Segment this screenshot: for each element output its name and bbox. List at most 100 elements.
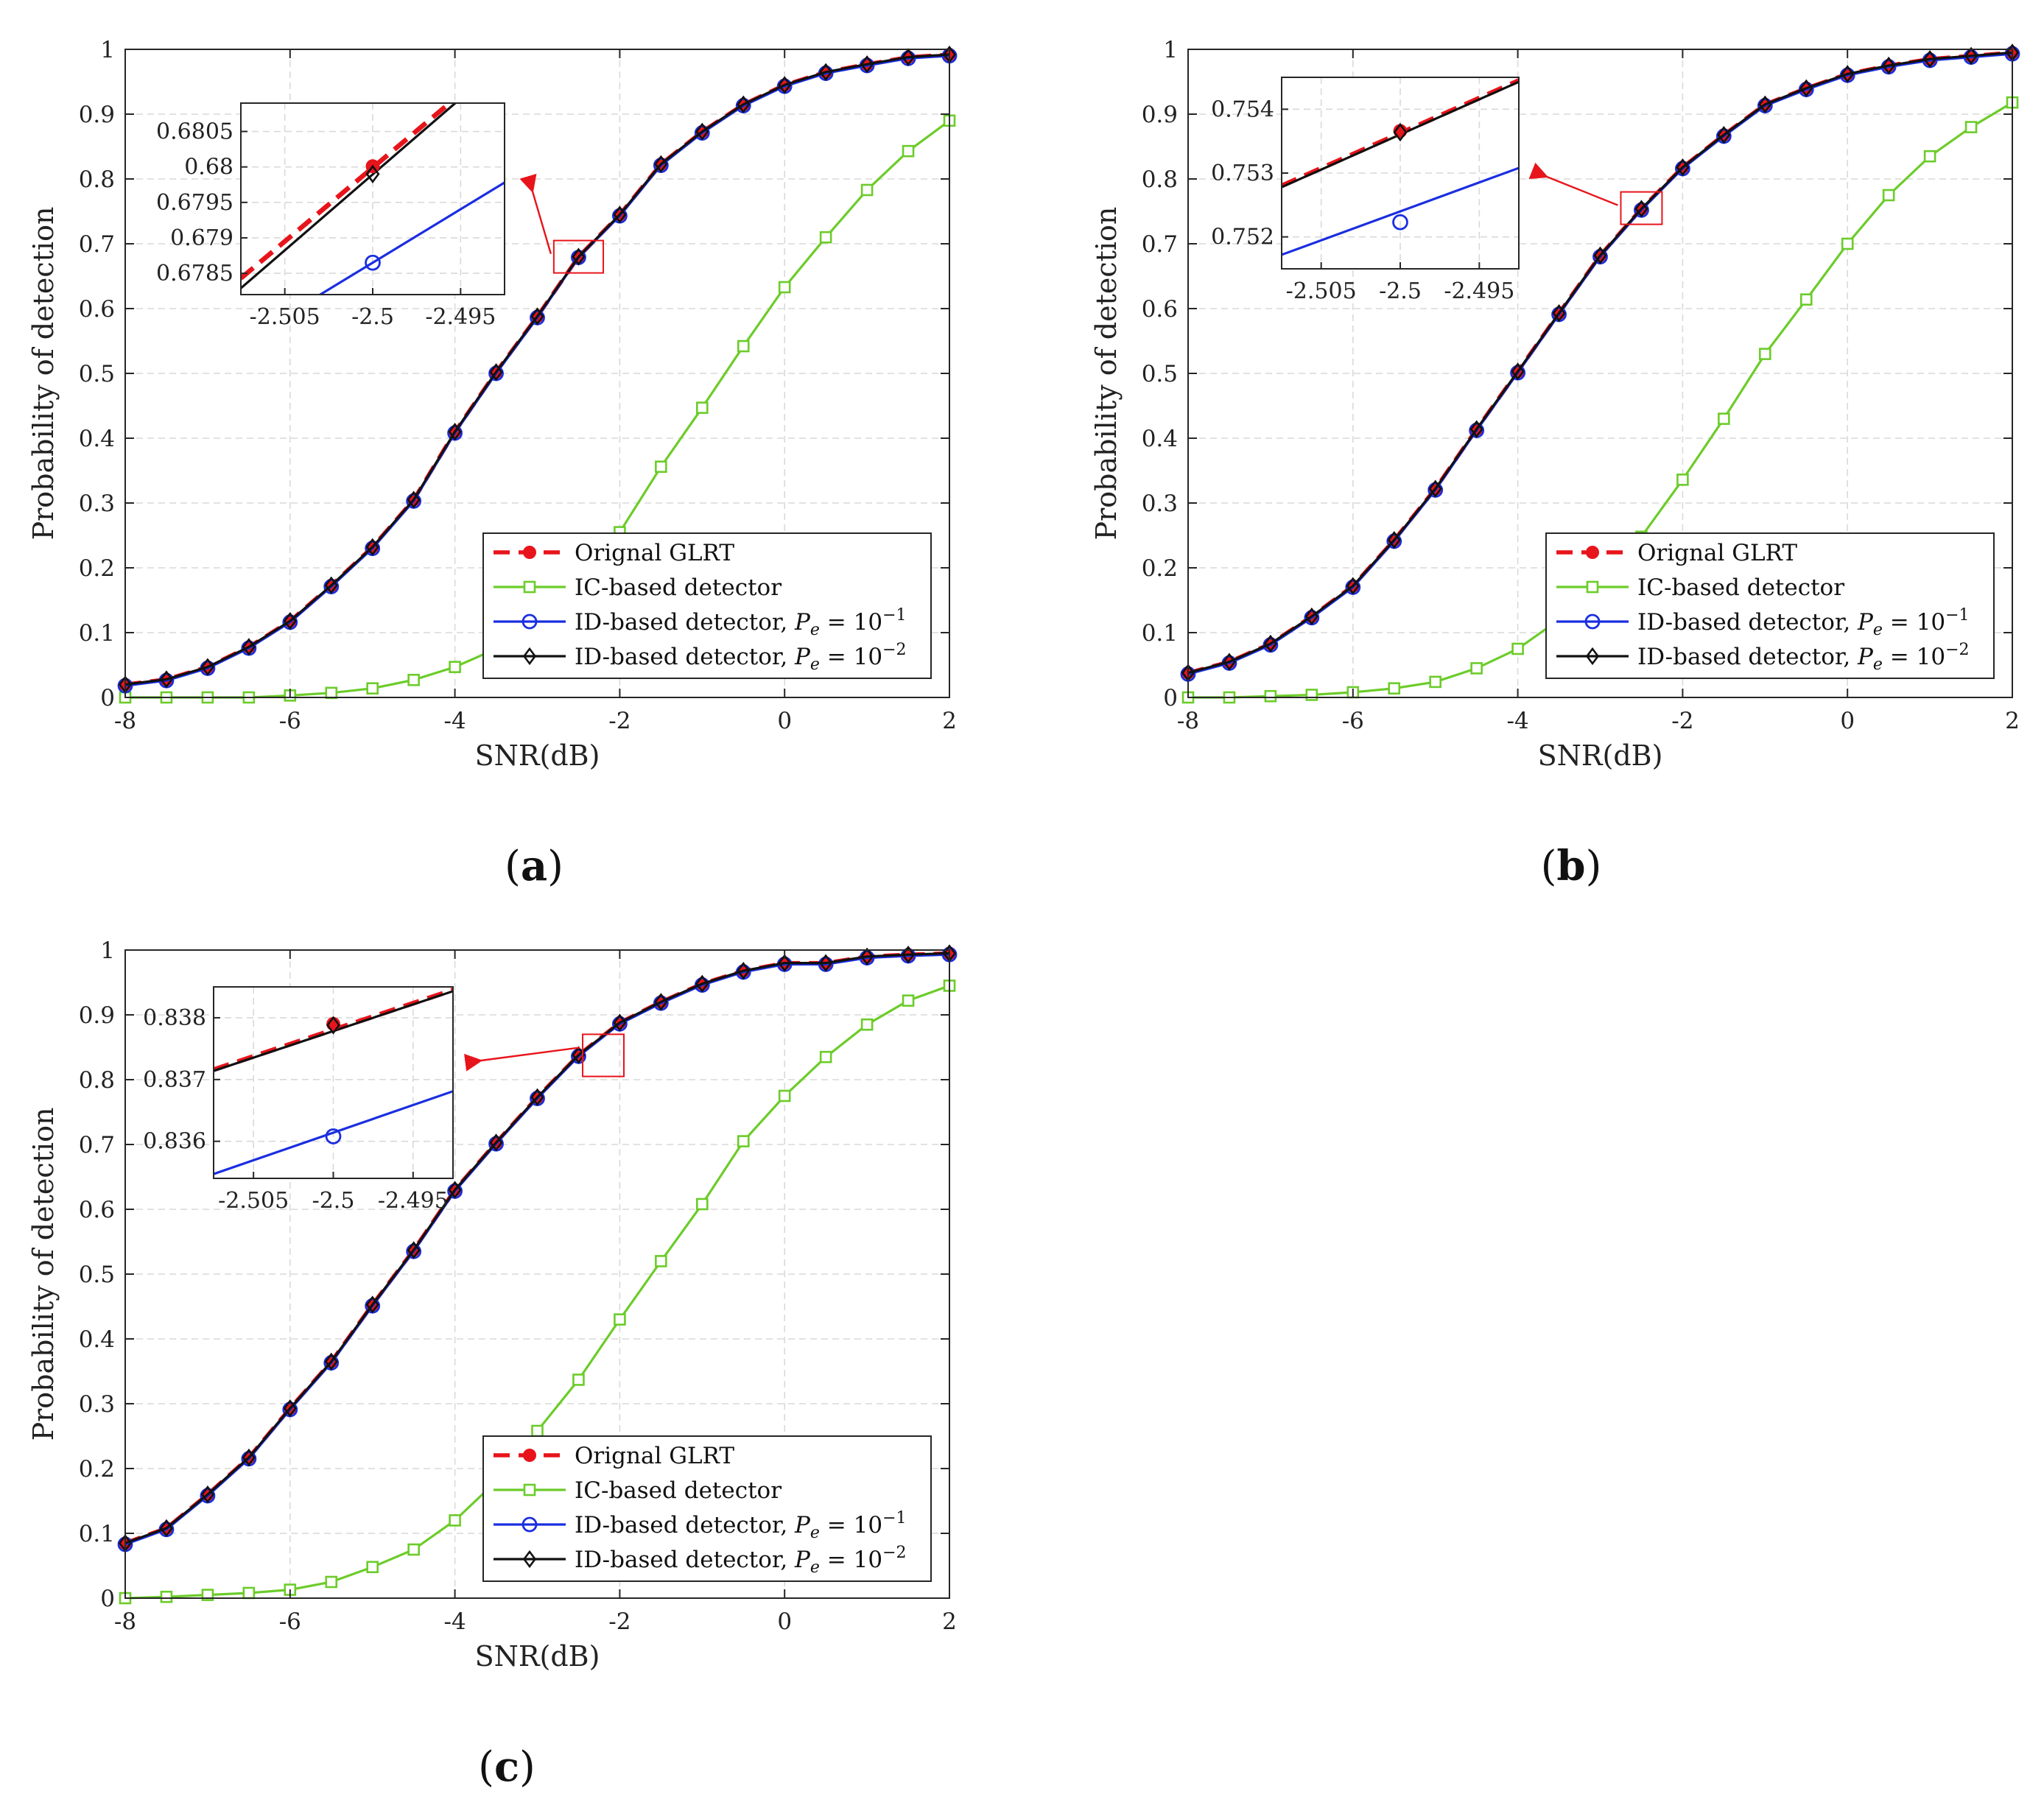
- legend-pe-symbol: P: [1857, 644, 1874, 670]
- data-point-id2: [901, 48, 916, 66]
- data-point-ic: [1964, 121, 1978, 133]
- legend-label-id2: ID-based detector, Pe = 10−2: [575, 641, 907, 674]
- y-tick-label: 0.9: [79, 1002, 115, 1029]
- legend-label-id2: ID-based detector, Pe = 10−2: [575, 1544, 907, 1577]
- inset-x-tick-label: -2.505: [218, 1188, 289, 1214]
- data-point-id2: [1263, 634, 1278, 653]
- y-tick-label: 0.5: [1142, 361, 1178, 387]
- y-tick-label: 0.7: [79, 231, 115, 258]
- legend-label-text: ID-based detector,: [575, 1512, 795, 1538]
- legend-pe-exponent: −2: [882, 1544, 906, 1562]
- data-point-id2: [695, 974, 709, 993]
- x-tick-label: 2: [942, 1608, 957, 1635]
- x-tick-label: -6: [279, 708, 301, 734]
- data-point-ic: [695, 1198, 709, 1211]
- legend-label-id2: ID-based detector, Pe = 10−2: [1637, 641, 1970, 674]
- inset-line-id1: [214, 1090, 453, 1175]
- data-point-ic: [531, 1424, 544, 1438]
- data-point-id2: [860, 947, 874, 966]
- inset-axes: -2.505 -2.5 -2.495 0.6785 0.679 0.6795 0.68 0.6…: [156, 102, 505, 330]
- inset-y-tick-label: 0.68: [184, 155, 233, 180]
- data-point-ic: [614, 1313, 626, 1326]
- inset-line-id1: [317, 181, 505, 295]
- data-point-ic: [1759, 348, 1771, 360]
- y-axis-label: Probability of detection: [1090, 207, 1123, 541]
- y-axis-label: Probability of detection: [27, 1108, 60, 1441]
- legend-label-text: ID-based detector,: [575, 1547, 795, 1573]
- x-tick-label: -4: [443, 708, 466, 734]
- x-tick-label: -6: [279, 1608, 301, 1635]
- data-point-ic: [325, 1575, 338, 1589]
- inset-x-tick-label: -2.495: [425, 304, 496, 330]
- legend: Orignal GLRT IC-based detector ID-based de…: [482, 1435, 932, 1582]
- y-tick-label: 0.1: [79, 620, 115, 647]
- x-tick-label: -2: [1671, 708, 1693, 734]
- y-tick-label: 0.6: [79, 296, 115, 323]
- y-tick-label: 0.7: [79, 1132, 115, 1158]
- data-point-ic: [1264, 689, 1277, 703]
- x-tick-label: 0: [1840, 708, 1855, 734]
- legend-pe-equals: = 10: [820, 609, 882, 636]
- data-point-id2: [242, 1448, 256, 1467]
- data-point-ic: [1429, 675, 1441, 689]
- data-point-id2: [530, 1088, 544, 1106]
- data-point-ic: [819, 1050, 832, 1063]
- inset-lines: [214, 988, 453, 1175]
- inset-y-tick-label: 0.753: [1211, 161, 1274, 186]
- data-point-id2: [1717, 125, 1731, 144]
- inset-x-tick-label: -2.495: [378, 1188, 449, 1214]
- y-tick-label: 1: [100, 37, 115, 63]
- inset-x-tick-label: -2.5: [351, 304, 394, 330]
- data-point-ic: [695, 401, 709, 414]
- inset-line-id2: [241, 103, 457, 289]
- data-point-id2: [1799, 79, 1813, 97]
- x-tick-label: 2: [2005, 708, 2020, 734]
- inset-x-tick-label: -2.505: [1286, 278, 1357, 304]
- data-point-ic: [902, 144, 915, 158]
- inset-point-id2: [326, 1016, 340, 1035]
- data-point-id2: [860, 55, 874, 74]
- inset-y-tick-label: 0.838: [143, 1005, 206, 1031]
- inset-y-tick-label: 0.836: [143, 1129, 206, 1155]
- subfigure-label-b: (b): [1541, 842, 1602, 890]
- y-tick-label: 0.1: [1142, 620, 1178, 647]
- legend-label-text: ID-based detector,: [575, 609, 795, 636]
- data-point-id2: [737, 95, 751, 113]
- x-tick-label: -6: [1342, 708, 1364, 734]
- data-point-id2: [1922, 50, 1937, 68]
- legend-pe-exponent: −2: [1945, 641, 1969, 659]
- legend-label-id1: ID-based detector, Pe = 10−1: [575, 606, 907, 639]
- data-point-ic: [1882, 189, 1895, 202]
- data-point-id2: [1841, 65, 1855, 83]
- legend-pe-symbol: P: [794, 1547, 811, 1573]
- data-point-id2: [200, 1485, 215, 1504]
- legend-pe-exponent: −1: [882, 1509, 906, 1527]
- data-point-id2: [1346, 577, 1360, 595]
- zoom-arrow: [1528, 162, 1618, 206]
- legend-label-id1: ID-based detector, Pe = 10−1: [1637, 606, 1970, 639]
- y-tick-label: 0.6: [79, 1197, 115, 1223]
- data-point-ic: [366, 1561, 379, 1574]
- data-point-id2: [365, 1295, 379, 1314]
- x-tick-label: -8: [1177, 708, 1199, 734]
- legend-marker-id2: [1585, 647, 1600, 666]
- legend-marker-id2: [522, 1550, 537, 1569]
- data-point-ic: [407, 1543, 420, 1556]
- legend-pe-subscript: e: [1873, 621, 1883, 639]
- data-point-id2: [159, 670, 174, 689]
- inset-y-tick-label: 0.837: [143, 1067, 206, 1093]
- inset-x-tick-label: -2.505: [250, 304, 320, 330]
- y-tick-label: 1: [100, 938, 115, 964]
- data-point-ic: [407, 673, 420, 686]
- series-line-id2: [124, 952, 950, 1544]
- legend-pe-subscript: e: [810, 1524, 820, 1542]
- legend: Orignal GLRT IC-based detector ID-based de…: [1545, 532, 1995, 679]
- y-tick-label: 1: [1163, 37, 1178, 63]
- y-tick-label: 0.5: [79, 361, 115, 387]
- legend-marker-id2: [522, 647, 537, 666]
- series-line-id2: [124, 53, 950, 686]
- legend-marker-glrt: [523, 1449, 536, 1462]
- inset-line-id2: [214, 990, 453, 1072]
- y-tick-label: 0.1: [79, 1521, 115, 1547]
- legend-label-glrt: Orignal GLRT: [575, 1443, 734, 1469]
